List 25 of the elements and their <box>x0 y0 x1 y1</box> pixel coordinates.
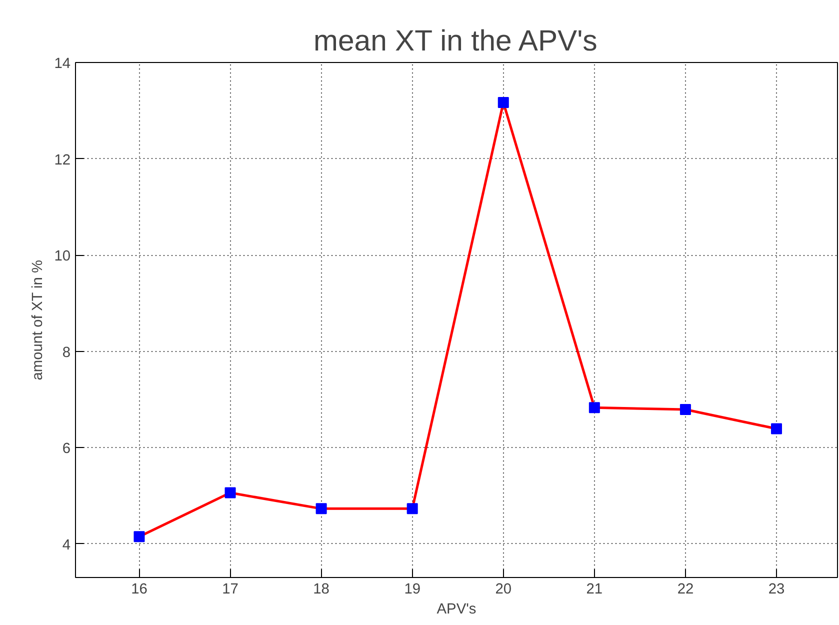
x-tick-label: 20 <box>495 582 512 598</box>
point <box>498 96 509 108</box>
x-tick-label: 21 <box>586 582 603 598</box>
x-tick-label: 22 <box>677 582 694 598</box>
y-tick-label: 4 <box>62 537 71 554</box>
y-tick-label: 10 <box>54 248 71 265</box>
point <box>316 503 327 514</box>
y-tick-label: 14 <box>54 56 71 72</box>
chart-title: mean XT in the APV's <box>314 24 598 58</box>
x-tick-label: 23 <box>768 582 785 598</box>
y-tick-label: 8 <box>62 344 71 361</box>
x-axis-title: APV's <box>436 602 476 618</box>
y-tick-label: 12 <box>54 152 71 168</box>
x-tick-label: 17 <box>222 582 238 598</box>
x-tick-label: 16 <box>131 582 148 598</box>
point <box>680 404 691 416</box>
point <box>588 402 600 414</box>
point <box>406 503 418 514</box>
point <box>224 487 236 498</box>
x-tick-label: 19 <box>404 582 421 598</box>
x-tick-label: 18 <box>313 582 330 598</box>
y-tick-label: 6 <box>62 441 71 458</box>
y-axis-title: amount of XT in % <box>30 260 46 380</box>
point <box>771 423 782 434</box>
point <box>134 531 145 542</box>
